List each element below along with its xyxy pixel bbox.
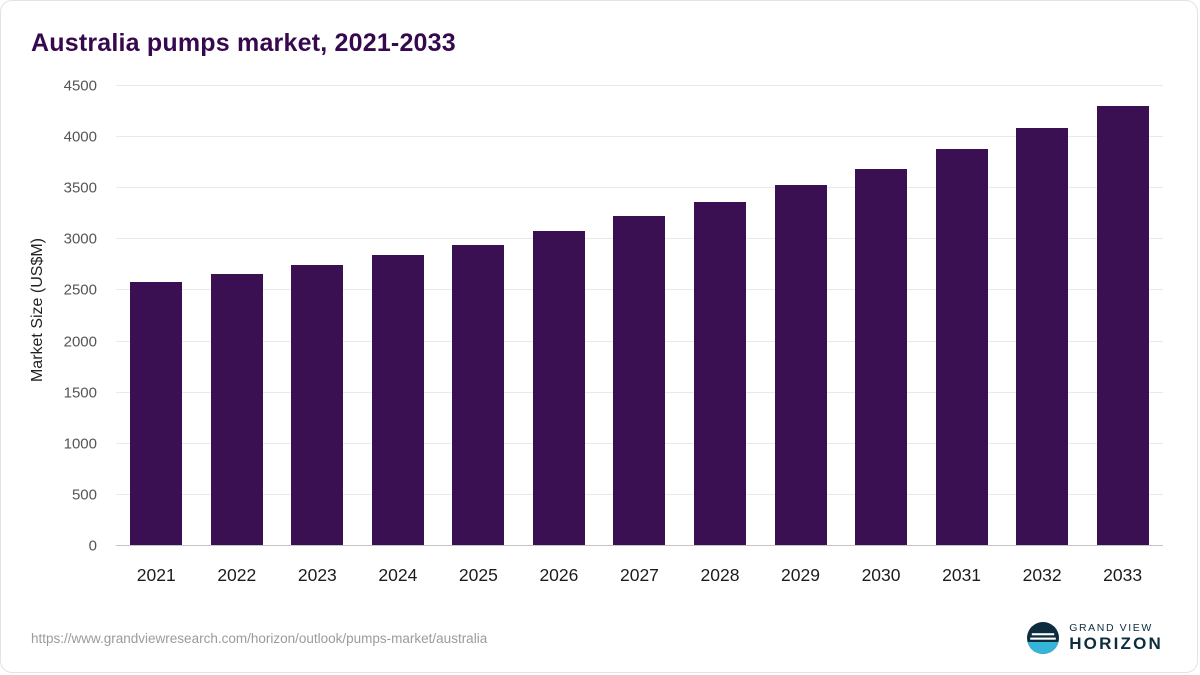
x-tick-label-2031: 2031 xyxy=(942,565,982,585)
bar-2026 xyxy=(532,231,585,546)
x-axis-ticks: 2021 2022 2023 2024 2025 2026 2027 2028 2029 2030… xyxy=(116,552,1163,586)
x-axis-line xyxy=(116,545,1163,546)
bar-slot xyxy=(1082,86,1163,546)
bar-2028 xyxy=(693,201,746,546)
bar-slot xyxy=(438,86,519,546)
x-tick-label-2023: 2023 xyxy=(297,565,337,585)
x-tick-label-2024: 2024 xyxy=(378,565,418,585)
bar-slot xyxy=(519,86,600,546)
bar-2025 xyxy=(452,244,505,546)
x-tick-label-2030: 2030 xyxy=(861,565,901,585)
x-tick-label-2028: 2028 xyxy=(700,565,740,585)
plot-area xyxy=(116,85,1163,546)
x-tick-label-2026: 2026 xyxy=(539,565,579,585)
brand-logo: GRAND VIEW HORIZON xyxy=(1027,622,1163,654)
bar-slot xyxy=(197,86,278,546)
bar-series xyxy=(116,86,1163,546)
bar-slot xyxy=(599,86,680,546)
y-tick-label: 500 xyxy=(71,486,97,504)
gridline xyxy=(116,136,1163,138)
y-tick-label: 4000 xyxy=(63,128,97,146)
bar-2023 xyxy=(291,264,344,546)
bar-2021 xyxy=(130,282,183,546)
y-tick-label: 2000 xyxy=(63,333,97,351)
x-tick-label-2029: 2029 xyxy=(781,565,820,585)
bar-slot xyxy=(760,86,841,546)
bar-2033 xyxy=(1096,106,1149,546)
bar-slot xyxy=(277,86,358,546)
x-tick-label-2032: 2032 xyxy=(1022,565,1062,585)
y-tick-label: 3000 xyxy=(63,230,97,248)
y-tick-label: 2500 xyxy=(63,281,97,299)
bar-2027 xyxy=(613,216,666,546)
y-axis-ticks: 0 500 1000 1500 2000 2500 3000 3500 4000 4500 xyxy=(31,78,109,555)
gridline xyxy=(116,187,1163,189)
bar-slot xyxy=(841,86,922,546)
bar-slot xyxy=(680,86,761,546)
bar-2031 xyxy=(935,149,988,546)
gridline xyxy=(116,85,1163,86)
brand-text: GRAND VIEW HORIZON xyxy=(1069,622,1163,654)
bar-slot xyxy=(358,86,439,546)
bar-2029 xyxy=(774,185,827,546)
bar-slot xyxy=(1002,86,1083,546)
bar-chart: Market Size (US$M) 0 500 1000 1500 2000 2500 3… xyxy=(29,74,1163,586)
x-tick-label-2033: 2033 xyxy=(1103,565,1143,585)
x-tick-label-2025: 2025 xyxy=(458,565,498,585)
horizon-logo-icon xyxy=(1027,622,1060,654)
y-tick-label: 0 xyxy=(88,537,97,555)
bar-2032 xyxy=(1016,128,1069,546)
x-tick-label-2027: 2027 xyxy=(619,565,659,585)
bar-2024 xyxy=(371,255,424,546)
x-tick-label-2021: 2021 xyxy=(136,565,176,585)
y-tick-label: 1000 xyxy=(63,435,97,453)
bar-slot xyxy=(921,86,1002,546)
x-tick-label-2022: 2022 xyxy=(217,565,257,585)
y-tick-label: 3500 xyxy=(63,179,97,197)
y-tick-label: 1500 xyxy=(63,384,97,402)
y-tick-label: 4500 xyxy=(63,77,97,95)
bar-2022 xyxy=(210,273,263,546)
brand-name-top: GRAND VIEW xyxy=(1069,622,1153,635)
brand-name-bottom: HORIZON xyxy=(1069,634,1163,654)
source-url: https://www.grandviewresearch.com/horizo… xyxy=(31,630,488,646)
bar-2030 xyxy=(855,169,908,546)
footer: https://www.grandviewresearch.com/horizo… xyxy=(31,622,1163,654)
chart-title: Australia pumps market, 2021-2033 xyxy=(31,29,456,57)
bar-slot xyxy=(116,86,197,546)
